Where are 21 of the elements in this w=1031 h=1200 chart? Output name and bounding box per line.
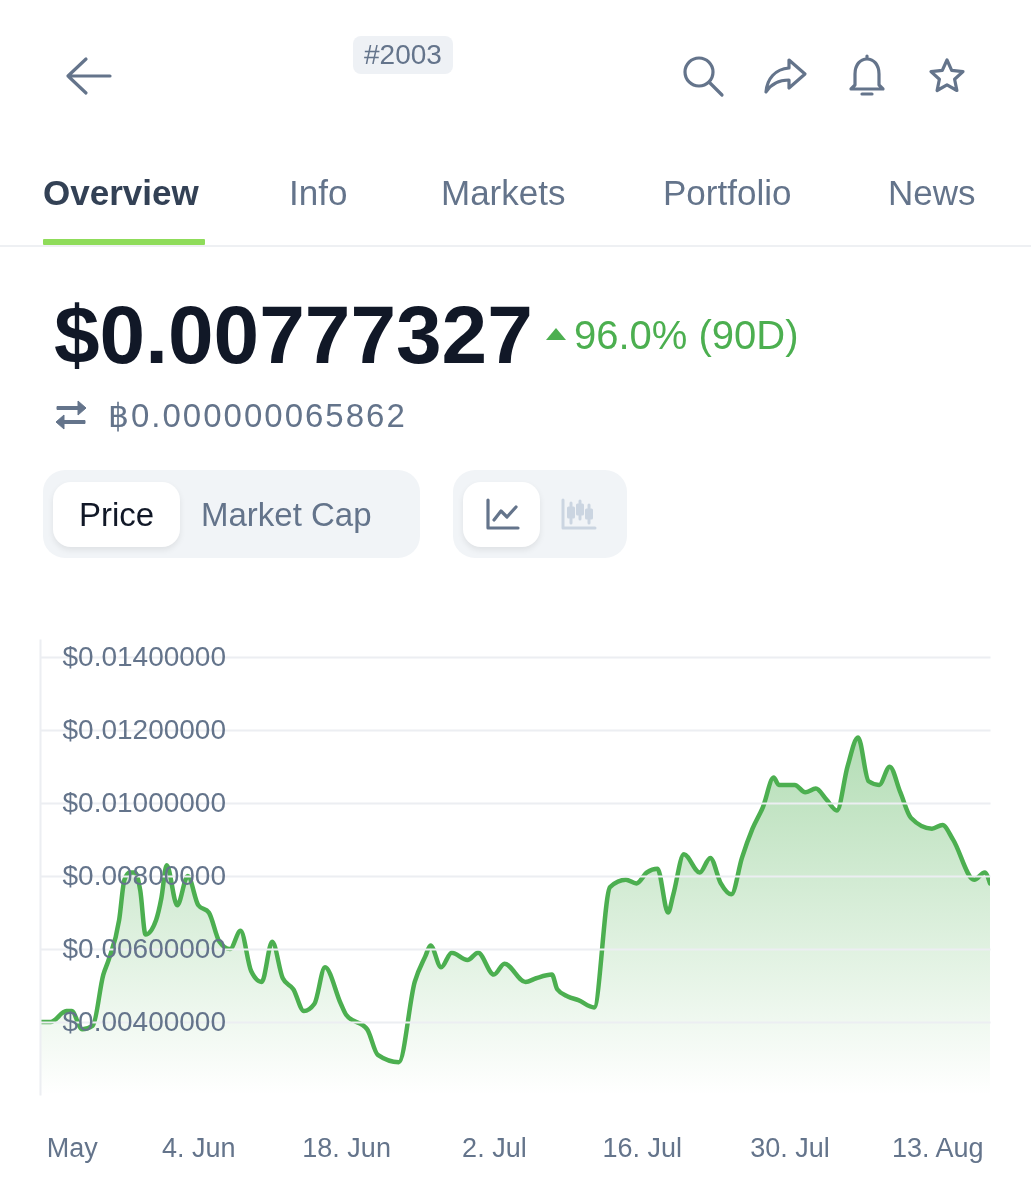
chart-title: $0.00777327: [54, 289, 533, 380]
text: Portfolio: [663, 172, 792, 214]
y-tick-label: $0.01200000: [62, 713, 227, 745]
x-tick-label: 18. Jun: [302, 1132, 391, 1163]
text: Market Cap: [201, 495, 372, 535]
y-tick-label: $0.01400000: [62, 640, 227, 672]
text: ฿0.000000065862: [108, 397, 407, 435]
selected-pill: Price: [53, 482, 180, 547]
x-tick-label: 16. Jul: [602, 1132, 682, 1163]
x-tick-label: 30. Jul: [750, 1132, 830, 1163]
x-tick-label: May: [46, 1132, 99, 1163]
chart-subtitle: 96.0% (90D): [574, 312, 799, 358]
x-tick-label: 4. Jun: [162, 1132, 236, 1163]
text: News: [888, 172, 976, 214]
text: Info: [289, 172, 348, 214]
x-tick-label: 13. Aug: [891, 1132, 984, 1163]
y-tick-label: $0.01000000: [62, 786, 227, 818]
x-tick-label: 2. Jul: [462, 1132, 527, 1163]
rank-badge: #2003: [353, 36, 453, 74]
text: Markets: [441, 172, 566, 214]
text: Overview: [43, 172, 199, 214]
